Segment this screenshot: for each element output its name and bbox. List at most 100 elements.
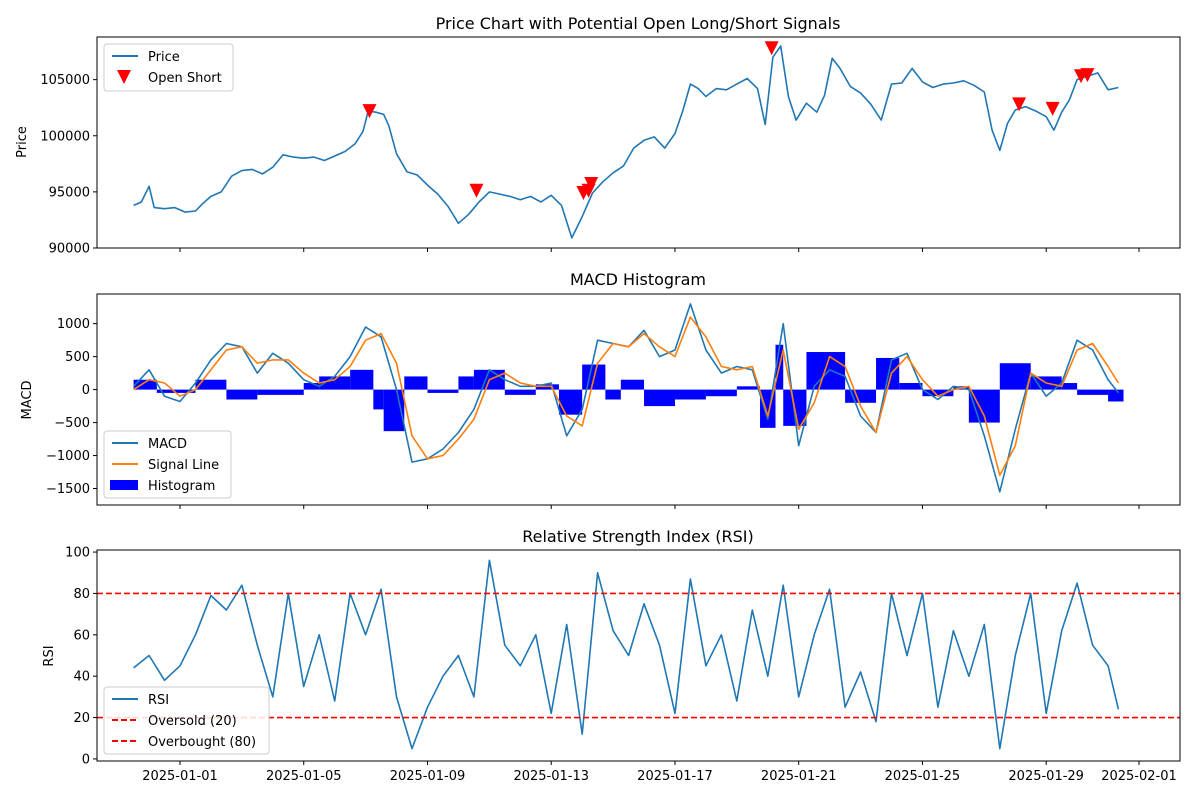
price-y-tick-label: 95000	[49, 185, 90, 200]
macd-x-axis	[179, 505, 1140, 509]
rsi-plot-area	[97, 559, 1180, 750]
open-short-marker	[764, 41, 779, 56]
x-tick-label: 2025-01-13	[513, 769, 589, 784]
rsi-legend: RSI Oversold (20) Overbought (80)	[103, 686, 270, 755]
x-tick-label: 2025-01-01	[142, 769, 218, 784]
macd-histogram-bar	[558, 389, 583, 415]
open-short-marker	[362, 104, 377, 119]
macd-y-tick-label: 500	[65, 350, 90, 365]
macd-histogram-bar	[133, 379, 157, 390]
open-short-marker	[1080, 68, 1095, 83]
open-short-marker	[1012, 97, 1027, 112]
rsi-rsi-line	[133, 559, 1120, 750]
rsi-y-tick-label: 100	[65, 546, 90, 561]
macd-y-axis: −1500 −1000 −500 0 500 1000	[46, 317, 97, 497]
macd-histogram-bar	[1108, 389, 1124, 402]
rsi-plot-frame	[96, 549, 1181, 762]
rsi-legend-oversold-label: Oversold (20)	[148, 714, 237, 729]
x-tick-label: 2025-02-01	[1101, 769, 1177, 784]
macd-histogram-bar	[620, 379, 645, 390]
macd-y-tick-label: −1000	[46, 449, 90, 464]
x-tick-label: 2025-01-09	[390, 769, 466, 784]
price-x-axis	[179, 248, 1140, 252]
macd-histogram-bar	[806, 352, 846, 390]
macd-chart-title: MACD Histogram	[570, 270, 706, 289]
macd-histogram-bar	[257, 389, 304, 395]
rsi-chart-title: Relative Strength Index (RSI)	[522, 527, 754, 546]
rsi-y-tick-label: 20	[73, 711, 90, 726]
macd-histogram-bar	[876, 357, 900, 390]
rsi-y-tick-label: 0	[82, 752, 90, 767]
price-price-line	[133, 45, 1119, 239]
macd-histogram-bar	[845, 389, 877, 403]
open-short-marker	[469, 183, 484, 198]
macd-plot-area	[133, 303, 1124, 493]
macd-signal-line-line	[133, 316, 1120, 477]
open-short-marker	[584, 177, 599, 192]
price-y-axis-label: Price	[15, 126, 30, 158]
price-y-tick-label: 105000	[40, 73, 90, 88]
macd-histogram-bar	[899, 383, 923, 390]
macd-legend-signal-label: Signal Line	[148, 458, 219, 473]
macd-histogram-bar	[303, 383, 320, 390]
price-plot-frame	[96, 36, 1181, 249]
macd-plot-frame	[96, 293, 1181, 506]
rsi-legend-box	[103, 686, 270, 755]
macd-histogram-bar	[226, 389, 258, 400]
macd-histogram-bar	[504, 389, 536, 395]
macd-histogram-bar	[736, 386, 761, 390]
macd-y-tick-label: −1500	[46, 482, 90, 497]
macd-histogram-bar	[427, 389, 459, 393]
macd-legend: MACD Signal Line Histogram	[103, 430, 232, 499]
price-y-axis: 90000 95000 100000 105000	[40, 73, 97, 257]
macd-y-axis-label: MACD	[20, 381, 35, 420]
macd-histogram-bar	[674, 389, 706, 400]
x-tick-label: 2025-01-05	[266, 769, 342, 784]
rsi-y-tick-label: 40	[73, 670, 90, 685]
macd-histogram-bar	[1077, 389, 1109, 395]
rsi-y-axis-label: RSI	[42, 645, 57, 666]
macd-histogram-bar	[156, 389, 196, 393]
macd-histogram-bar	[195, 379, 227, 390]
macd-histogram-bar	[319, 376, 351, 390]
macd-histogram-bar	[605, 389, 621, 400]
rsi-panel: Relative Strength Index (RSI) 0 20 40 60 80 1…	[42, 527, 1181, 784]
price-legend-open-short-swatch	[117, 70, 131, 84]
macd-histogram-bar	[705, 389, 737, 397]
macd-y-tick-label: 0	[82, 383, 90, 398]
macd-y-tick-label: −500	[54, 416, 90, 431]
macd-legend-macd-label: MACD	[148, 437, 187, 452]
x-tick-label: 2025-01-21	[761, 769, 837, 784]
price-legend-open-short-label: Open Short	[148, 71, 222, 86]
macd-histogram-bar	[350, 369, 374, 390]
rsi-y-tick-label: 60	[73, 628, 90, 643]
macd-histogram-bar	[373, 389, 384, 410]
rsi-legend-overbought-label: Overbought (80)	[148, 735, 256, 750]
price-legend: Price Open Short	[103, 43, 234, 92]
rsi-legend-rsi-label: RSI	[148, 693, 169, 708]
macd-histogram-bar	[999, 363, 1031, 390]
rsi-y-axis: 0 20 40 60 80 100	[65, 546, 97, 767]
price-chart-title: Price Chart with Potential Open Long/Sho…	[436, 14, 841, 33]
x-tick-label: 2025-01-25	[885, 769, 961, 784]
macd-panel: MACD Histogram −1500 −1000 −500 0 500 1000 MA…	[20, 270, 1181, 509]
macd-legend-histogram-label: Histogram	[148, 479, 215, 494]
rsi-x-axis: 2025-01-01 2025-01-05 2025-01-09 2025-01-13…	[142, 761, 1177, 784]
x-tick-label: 2025-01-29	[1008, 769, 1084, 784]
price-plot-area	[133, 41, 1119, 239]
rsi-y-tick-label: 80	[73, 587, 90, 602]
open-short-marker	[1045, 101, 1060, 116]
price-y-tick-label: 100000	[40, 129, 90, 144]
price-panel: Price Chart with Potential Open Long/Sho…	[15, 14, 1181, 257]
x-tick-label: 2025-01-17	[637, 769, 713, 784]
macd-histogram-bar	[1061, 383, 1078, 390]
macd-histogram-bar	[922, 389, 954, 397]
macd-histogram-bar	[404, 376, 428, 390]
price-legend-price-label: Price	[148, 50, 180, 65]
macd-histogram-bar	[458, 376, 474, 390]
macd-y-tick-label: 1000	[57, 317, 90, 332]
price-y-tick-label: 90000	[49, 242, 90, 257]
macd-histogram-bar	[644, 389, 675, 407]
macd-legend-histogram-swatch	[110, 480, 138, 490]
